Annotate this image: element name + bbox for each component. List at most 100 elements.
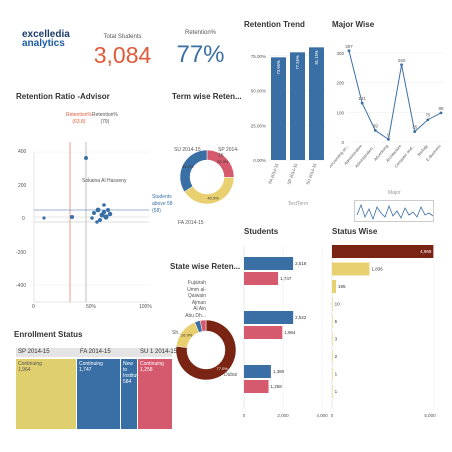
students-bar-pink[interactable] <box>244 272 279 285</box>
kpi-retention[interactable]: Retention% 77% <box>168 30 233 69</box>
major-point[interactable] <box>347 49 351 53</box>
state-slice-label: 16.9% <box>181 333 193 338</box>
trend-bar[interactable] <box>309 47 324 160</box>
enrollment-tile-sp-continuing[interactable]: Continuing 1,964 <box>16 359 76 429</box>
ratio-ytick-3: -200 <box>16 250 27 256</box>
major-mini-scroller[interactable] <box>354 200 434 222</box>
status-wise-panel[interactable]: Status Wise 0 5,000 4,969 1,836 195 10 5 3 2 1 1 <box>330 227 450 427</box>
enrollment-panel[interactable]: Enrollment Status SP 2014-15 FA 2014-15 … <box>14 330 177 430</box>
enrollment-header-1: FA 2014-15 <box>80 349 111 355</box>
status-bar[interactable] <box>332 262 370 276</box>
trend-xtick-label: SP 2014-15 <box>286 162 298 185</box>
enrollment-title: Enrollment Status <box>14 330 83 339</box>
state-legend: Fujairah Umm al-Qaiwain Ajman Al Ain Abu… <box>172 280 206 319</box>
status-bar[interactable] <box>332 245 434 258</box>
state-legend-0: Fujairah <box>187 280 206 286</box>
major-value-label: 131 <box>358 96 366 101</box>
kpi-total-label: Total Students <box>103 34 142 40</box>
tile-1-value: 1,747 <box>79 367 92 373</box>
enrollment-header-bar: SP 2014-15 FA 2014-15 SU 1 2014-15 <box>16 348 177 357</box>
trend-bar[interactable] <box>290 52 305 160</box>
status-bar-label: 2 <box>335 354 338 359</box>
trend-ytick-label: 50.00% <box>251 89 266 94</box>
ratio-ytick-4: -400 <box>16 283 27 289</box>
trend-value-label: 81.15% <box>314 50 319 64</box>
students-bar-blue-label: 2,518 <box>295 261 307 266</box>
state-legend-1: Umm al-Qaiwain <box>187 286 206 300</box>
ref-red-text: Retention% <box>66 112 92 118</box>
major-ytick-label: 100 <box>336 110 344 115</box>
major-value-label: 39 <box>373 123 379 128</box>
enrollment-tile-fa-continuing[interactable]: Continuing 1,747 <box>77 359 120 429</box>
state-slice[interactable] <box>175 319 237 381</box>
ratio-ytick-1: 200 <box>18 183 27 189</box>
major-point[interactable] <box>439 111 443 115</box>
term-wise-title: Term wise Reten... <box>172 92 242 101</box>
status-bar[interactable] <box>332 350 333 363</box>
tile-2-value: 584 <box>123 379 132 385</box>
trend-bar[interactable] <box>271 57 286 160</box>
students-bar-blue[interactable] <box>244 365 271 378</box>
major-value-label: 35 <box>412 125 418 130</box>
major-xtick-label: Biology <box>416 143 428 156</box>
kpi-total-students[interactable]: Total Students 3,084 <box>90 34 155 69</box>
status-bar-label: 4,969 <box>420 249 432 254</box>
status-bar-label: 5 <box>335 319 338 324</box>
major-point[interactable] <box>360 101 364 105</box>
term-legend-0: SU 2014-15 <box>174 147 201 153</box>
ref-gray-text: Retention% <box>92 112 118 118</box>
status-bar-label: 1,836 <box>371 267 383 272</box>
students-bar-blue[interactable] <box>244 257 294 270</box>
state-legend-5: Sh... <box>172 330 183 336</box>
major-value-label: 75 <box>425 113 431 118</box>
students-bar-pink[interactable] <box>244 380 269 393</box>
status-xtick-label: 5,000 <box>424 413 436 418</box>
tile-3-value: 1,258 <box>140 367 153 373</box>
status-bar[interactable] <box>332 280 336 293</box>
status-xtick-label: 0 <box>331 413 334 418</box>
status-bar[interactable] <box>332 385 333 398</box>
major-point[interactable] <box>387 137 390 141</box>
term-slice[interactable] <box>179 149 208 193</box>
term-legend-1: SP 2014-15 <box>218 147 239 159</box>
state-wise-donut: 77.0% 16.9% <box>175 319 237 381</box>
term-wise-panel[interactable]: Term wise Reten... 25.3% 40.5% 34.2% SU 20… <box>172 92 242 242</box>
major-point[interactable] <box>373 129 377 132</box>
tile-2-label: New to Institution <box>123 361 137 379</box>
major-point[interactable] <box>400 63 403 67</box>
state-wise-title: State wise Reten... <box>170 262 241 271</box>
status-bar[interactable] <box>332 367 333 381</box>
kpi-total-value: 3,084 <box>93 42 152 68</box>
ref-gray-value: (79) <box>100 119 110 125</box>
status-bar[interactable] <box>332 297 333 311</box>
status-bar[interactable] <box>332 332 333 346</box>
status-bar-label: 3 <box>335 337 338 342</box>
enrollment-tile-fa-new[interactable]: New to Institution 584 <box>121 359 137 429</box>
major-axis-label: Major <box>388 190 401 196</box>
ratio-xtick-0: 0 <box>32 304 35 310</box>
major-value-label: 260 <box>398 58 406 63</box>
major-ytick-label: 0 <box>341 140 344 145</box>
retention-trend-panel[interactable]: Retention Trend 75.00% 50.00% 25.00% 0.00% 7… <box>240 20 328 220</box>
students-bar-pink[interactable] <box>244 326 283 339</box>
major-wise-panel[interactable]: Major Wise 300 200 100 0 307 Accounting an...… <box>330 20 448 230</box>
trend-xtick-label: SU 2014-15 <box>305 162 318 185</box>
retention-trend-chart: 75.00% 50.00% 25.00% 0.00% 73.96% FA 2014-15 7… <box>251 47 326 207</box>
ref-blue-text: Students above 58 <box>152 194 173 207</box>
state-wise-panel[interactable]: State wise Reten... Fujairah Umm al-Qaiw… <box>170 262 242 397</box>
enrollment-tile-su-continuing[interactable]: Continuing 1,258 <box>138 359 172 429</box>
state-slice[interactable] <box>199 319 207 332</box>
enrollment-header-2: SU 1 2014-15 <box>140 349 178 355</box>
scatter-points[interactable] <box>42 156 113 224</box>
major-ytick-label: 200 <box>336 81 344 86</box>
major-point[interactable] <box>426 118 430 122</box>
status-bar[interactable] <box>332 315 333 328</box>
logo-line2: analytics <box>22 38 65 49</box>
major-point[interactable] <box>413 130 417 134</box>
students-bar-pink-label: 1,964 <box>284 330 296 335</box>
students-bar-blue[interactable] <box>244 311 294 324</box>
students-panel[interactable]: Students 0 2,000 4,000 2,518 1,747 2,522 1,964… <box>242 227 332 427</box>
state-legend-3: Al Ain <box>193 306 206 312</box>
retention-ratio-panel[interactable]: Retention Ratio -Advisor <box>14 92 174 322</box>
enrollment-header-0: SP 2014-15 <box>18 349 50 355</box>
